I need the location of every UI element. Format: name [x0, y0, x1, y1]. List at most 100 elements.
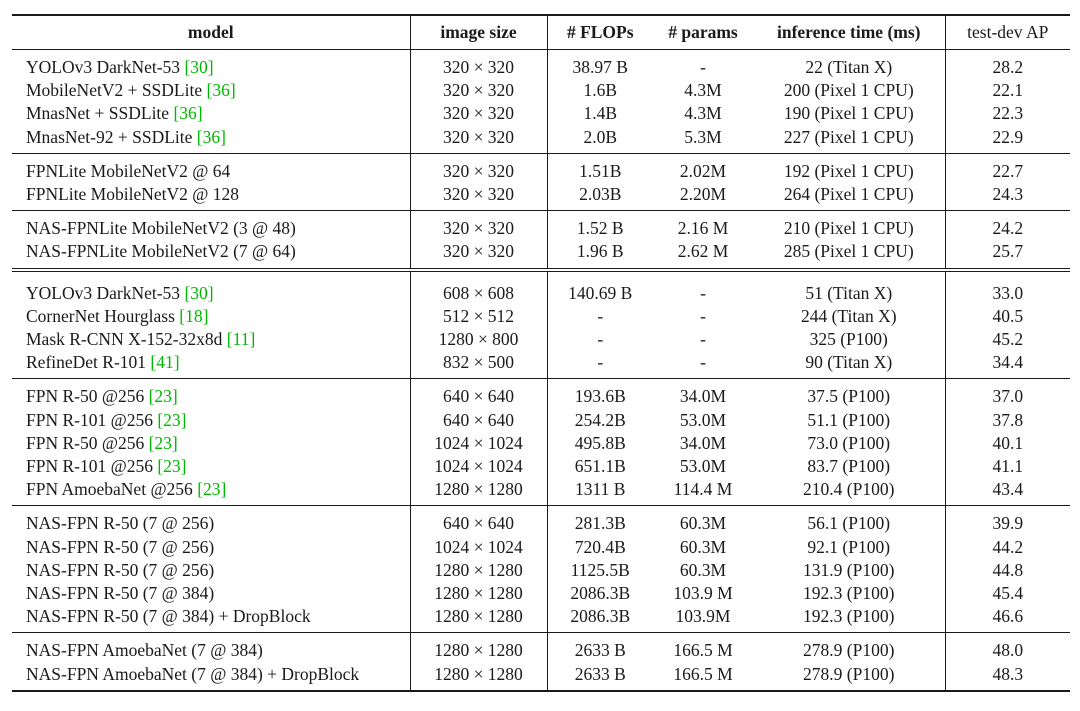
cell-params: 166.5 M: [653, 662, 753, 692]
cell-inference-time: 192.3 (P100): [753, 605, 946, 633]
cell-image-size: 320 × 320: [410, 210, 548, 241]
cell-image-size: 320 × 320: [410, 240, 548, 270]
cell-image-size: 320 × 320: [410, 125, 548, 154]
cell-params: -: [700, 305, 706, 326]
citation-link[interactable]: [36]: [206, 80, 236, 101]
header-image-size: image size: [410, 14, 548, 50]
cell-model: FPNLite MobileNetV2 @ 64: [12, 152, 411, 184]
model-name: NAS-FPN R-50 (7 @ 384) + DropBlock: [26, 606, 311, 627]
cell-params: 4.3M: [684, 80, 722, 101]
cell-flops: 495.8B: [574, 432, 626, 453]
table-row: CornerNet Hourglass [18] 512 × 512- -244 (…: [12, 304, 1070, 329]
cell-model: FPN R-50 @256 [23]: [12, 431, 411, 456]
table-row: FPNLite MobileNetV2 @ 64 320 × 320 1.51B 2.…: [12, 152, 1070, 184]
cell-flops: 2086.3B: [570, 606, 631, 627]
citation-link[interactable]: [36]: [196, 126, 226, 147]
cell-test-dev-ap: 43.4: [992, 479, 1024, 500]
model-name: NAS-FPN R-50 (7 @ 256): [26, 536, 215, 557]
cell-image-size: 1280 × 1280: [410, 478, 548, 506]
model-name: MnasNet + SSDLite: [26, 103, 174, 124]
cell-params: 60.3M: [679, 536, 727, 557]
cell-test-dev-ap: 33.0: [945, 267, 1070, 305]
cell-params: 34.0M: [679, 432, 727, 453]
cell-model: NAS-FPN R-50 (7 @ 256): [12, 558, 411, 583]
table-row: NAS-FPNLite MobileNetV2 (3 @ 48) 320 × 32…: [12, 210, 1070, 241]
cell-model: FPNLite MobileNetV2 @ 128: [12, 183, 411, 211]
cell-test-dev-ap: 22.3: [992, 103, 1024, 124]
cell-flops: 1.96 B: [576, 241, 624, 262]
header-params: # params: [653, 14, 753, 50]
cell-flops: 1.6B: [583, 80, 618, 101]
model-name: NAS-FPNLite MobileNetV2 (7 @ 64): [26, 241, 296, 262]
cell-params: 103.9M: [675, 606, 731, 627]
citation-link[interactable]: [23]: [197, 479, 227, 500]
cell-params: 166.5 M: [653, 632, 753, 663]
citation-link[interactable]: [18]: [179, 305, 209, 326]
header-model: model: [12, 14, 411, 50]
cell-flops: 651.1B: [574, 456, 626, 477]
table-row: MobileNetV2 + SSDLite [36] 320 × 320 1.6B 4…: [12, 79, 1070, 103]
table-row: NAS-FPNLite MobileNetV2 (7 @ 64) 320 × 32…: [12, 240, 1070, 270]
table-row: NAS-FPN AmoebaNet (7 @ 384) 1280 × 1280 26…: [12, 632, 1070, 663]
model-name: FPN R-101 @256: [26, 456, 158, 477]
citation-link[interactable]: [30]: [184, 57, 214, 77]
table-body: YOLOv3 DarkNet-53 [30] 320 × 320 38.97 B-2…: [12, 49, 1070, 692]
cell-image-size: 1024 × 1024: [410, 535, 548, 559]
cell-model: NAS-FPN R-50 (7 @ 256): [12, 535, 411, 559]
cell-model: YOLOv3 DarkNet-53 [30]: [12, 49, 411, 80]
cell-model: YOLOv3 DarkNet-53 [30]: [12, 267, 411, 305]
citation-link[interactable]: [23]: [157, 409, 187, 430]
cell-params: 2.62 M: [677, 241, 729, 262]
header-flops: # FLOPs: [547, 14, 653, 50]
cell-inference-time: 244 (Titan X): [753, 304, 946, 329]
cell-inference-time: 51.1 (P100): [753, 408, 946, 432]
model-name: CornerNet Hourglass: [26, 305, 180, 326]
cell-test-dev-ap: 22.7: [945, 152, 1070, 184]
cell-image-size: 320 × 320: [410, 152, 548, 184]
citation-link[interactable]: [23]: [148, 386, 178, 407]
cell-inference-time: 285 (Pixel 1 CPU): [753, 240, 946, 270]
cell-params: 103.9 M: [673, 583, 733, 604]
model-name: FPNLite MobileNetV2 @ 128: [26, 184, 239, 205]
cell-inference-time: 37.5 (P100): [753, 378, 946, 409]
cell-params: -: [653, 267, 753, 305]
cell-image-size: 1024 × 1024: [410, 431, 548, 456]
cell-test-dev-ap: 46.6: [992, 606, 1024, 627]
table-row: FPN R-50 @256 [23] 1024 × 1024 495.8B 34.0M…: [12, 431, 1070, 456]
cell-test-dev-ap: 37.8: [992, 409, 1024, 430]
cell-flops: 1.51B: [547, 152, 653, 184]
cell-inference-time: 92.1 (P100): [753, 535, 946, 559]
cell-inference-time: 264 (Pixel 1 CPU): [753, 183, 946, 211]
model-name: FPNLite MobileNetV2 @ 64: [26, 160, 231, 181]
cell-inference-time: 73.0 (P100): [753, 431, 946, 456]
citation-link[interactable]: [41]: [150, 352, 180, 373]
cell-test-dev-ap: 48.0: [945, 632, 1070, 663]
cell-flops: 1.52 B: [547, 210, 653, 241]
citation-link[interactable]: [30]: [184, 282, 214, 303]
cell-flops: 2086.3B: [570, 583, 631, 604]
cell-test-dev-ap: 45.4: [992, 583, 1024, 604]
cell-flops: 720.4B: [574, 536, 626, 557]
cell-params: 2.16 M: [653, 210, 753, 241]
cell-test-dev-ap: 28.2: [992, 57, 1024, 77]
table-row: NAS-FPN R-50 (7 @ 384) 1280 × 1280 2086.3B…: [12, 582, 1070, 606]
cell-inference-time: 200 (Pixel 1 CPU): [753, 79, 946, 103]
citation-link[interactable]: [36]: [173, 103, 203, 124]
citation-link[interactable]: [23]: [148, 432, 178, 453]
cell-model: FPN AmoebaNet @256 [23]: [12, 478, 411, 506]
cell-params: 34.0M: [653, 378, 753, 409]
table-row: YOLOv3 DarkNet-53 [30] 608 × 608 140.69 B-…: [12, 267, 1070, 305]
cell-image-size: 1280 × 800: [410, 328, 548, 352]
cell-image-size: 320 × 320: [410, 183, 548, 211]
cell-flops: 38.97 B: [572, 57, 628, 77]
citation-link[interactable]: [23]: [157, 456, 187, 477]
cell-inference-time: 51 (Titan X): [753, 267, 946, 305]
citation-link[interactable]: [11]: [226, 329, 256, 350]
model-name: NAS-FPN AmoebaNet (7 @ 384): [26, 640, 263, 661]
cell-test-dev-ap: 22.1: [992, 80, 1024, 101]
cell-flops: 1.4B: [583, 103, 618, 124]
cell-model: MobileNetV2 + SSDLite [36]: [12, 79, 411, 103]
table-row: RefineDet R-101 [41] 832 × 500- -90 (Titan…: [12, 351, 1070, 379]
cell-model: NAS-FPN R-50 (7 @ 256): [12, 505, 411, 536]
model-name: MnasNet-92 + SSDLite: [26, 126, 197, 147]
